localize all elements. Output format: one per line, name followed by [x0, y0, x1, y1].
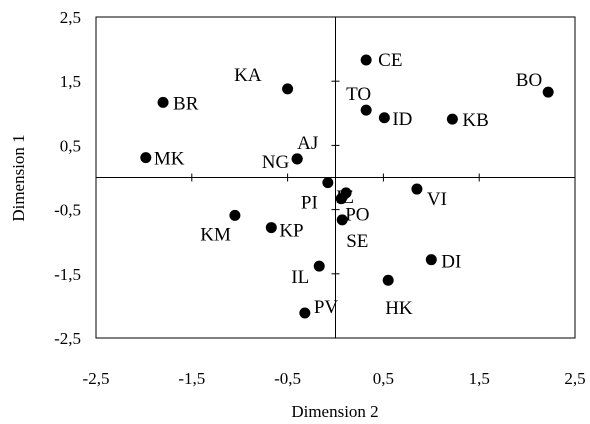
point-label: HK	[385, 298, 413, 319]
y-tick-label: 0,5	[60, 136, 81, 155]
point-labels: CE BO KA BR TO ID KB MK NG AJ PI IZ VI PO SE KM KP IL DI HK…	[154, 50, 542, 319]
data-point	[542, 86, 554, 98]
data-point	[446, 113, 458, 125]
data-point	[140, 152, 152, 164]
point-label: ID	[392, 109, 412, 130]
data-point	[411, 183, 423, 195]
point-label: KB	[462, 110, 488, 131]
data-point	[265, 222, 277, 234]
tick-marks	[95, 16, 576, 339]
point-label: PO	[345, 205, 369, 226]
x-tick-label: 0,5	[373, 369, 394, 388]
y-tick-label: -0,5	[54, 201, 81, 220]
data-point	[336, 214, 348, 226]
x-tick-labels: -2,5 -1,5 -0,5 0,5 1,5 2,5	[83, 369, 586, 388]
data-point	[157, 96, 169, 108]
point-label: NG	[262, 152, 290, 173]
point-label: BO	[516, 70, 542, 91]
data-points	[140, 54, 554, 319]
data-point	[360, 54, 372, 66]
x-tick-label: -2,5	[83, 369, 110, 388]
data-point	[322, 177, 334, 189]
x-tick-label: 2,5	[564, 369, 585, 388]
point-label: SE	[346, 231, 368, 252]
point-label: AJ	[297, 133, 318, 154]
point-label: IZ	[336, 187, 354, 208]
data-point	[282, 83, 294, 95]
point-label: VI	[427, 189, 447, 210]
x-axis-title: Dimension 2	[291, 402, 378, 421]
point-label: PI	[301, 193, 318, 214]
y-tick-label: -2,5	[54, 329, 81, 348]
data-point	[360, 104, 372, 116]
point-label: CE	[378, 50, 402, 71]
y-tick-label: 2,5	[60, 8, 81, 27]
x-tick-label: -0,5	[274, 369, 301, 388]
point-label: KP	[279, 221, 303, 242]
point-label: KA	[234, 65, 262, 86]
point-label: BR	[173, 93, 199, 114]
point-label: DI	[441, 252, 461, 273]
data-point	[299, 307, 311, 319]
point-label: PV	[314, 297, 339, 318]
point-label: MK	[154, 149, 185, 170]
data-point	[291, 153, 303, 165]
point-label: TO	[346, 84, 371, 105]
x-tick-label: -1,5	[178, 369, 205, 388]
point-label: IL	[291, 267, 309, 288]
data-point	[335, 193, 347, 205]
x-tick-label: 1,5	[469, 369, 490, 388]
point-label: KM	[200, 224, 231, 245]
y-tick-labels: 2,5 1,5 0,5 -0,5 -1,5 -2,5	[54, 8, 81, 348]
data-point	[313, 260, 325, 272]
data-point	[425, 254, 437, 266]
y-axis-title: Dimension 1	[9, 134, 28, 221]
y-tick-label: 1,5	[60, 72, 81, 91]
y-tick-label: -1,5	[54, 265, 81, 284]
data-point	[382, 274, 394, 286]
data-point	[378, 112, 390, 124]
data-point	[229, 209, 241, 221]
